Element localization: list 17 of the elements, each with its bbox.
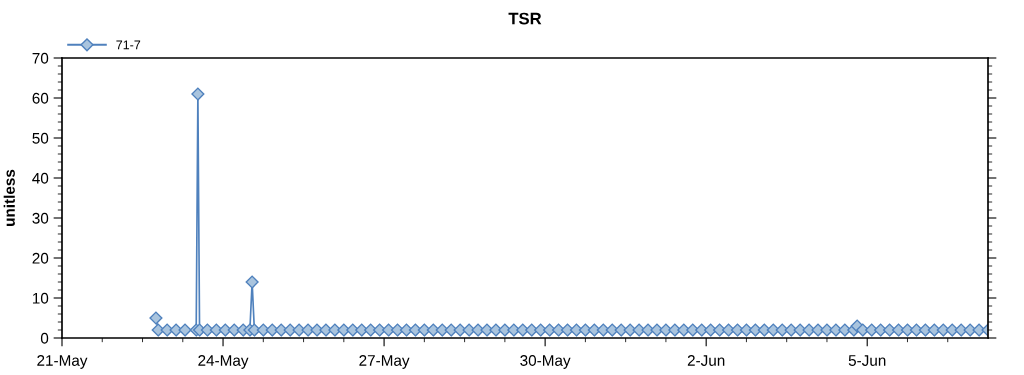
x-tick-label: 30-May [520, 355, 571, 369]
x-tick-label: 5-Jun [848, 355, 886, 366]
y-tick-label: 50 [32, 132, 49, 144]
y-axis-title: unitless [3, 169, 15, 226]
y-tick-label: 70 [32, 52, 49, 64]
y-tick-label: 30 [32, 212, 49, 224]
chart-title: TSR [508, 12, 542, 25]
y-tick-label: 60 [32, 92, 49, 104]
x-tick-label: 27-May [359, 355, 410, 369]
legend-label: 71-7 [116, 40, 141, 50]
y-tick-label: 0 [40, 332, 49, 344]
y-tick-label: 40 [32, 172, 49, 184]
y-tick-label: 10 [32, 292, 49, 304]
x-tick-label: 21-May [37, 355, 88, 369]
x-tick-label: 24-May [198, 355, 249, 369]
x-tick-label: 2-Jun [687, 355, 725, 366]
y-tick-label: 20 [32, 252, 49, 264]
